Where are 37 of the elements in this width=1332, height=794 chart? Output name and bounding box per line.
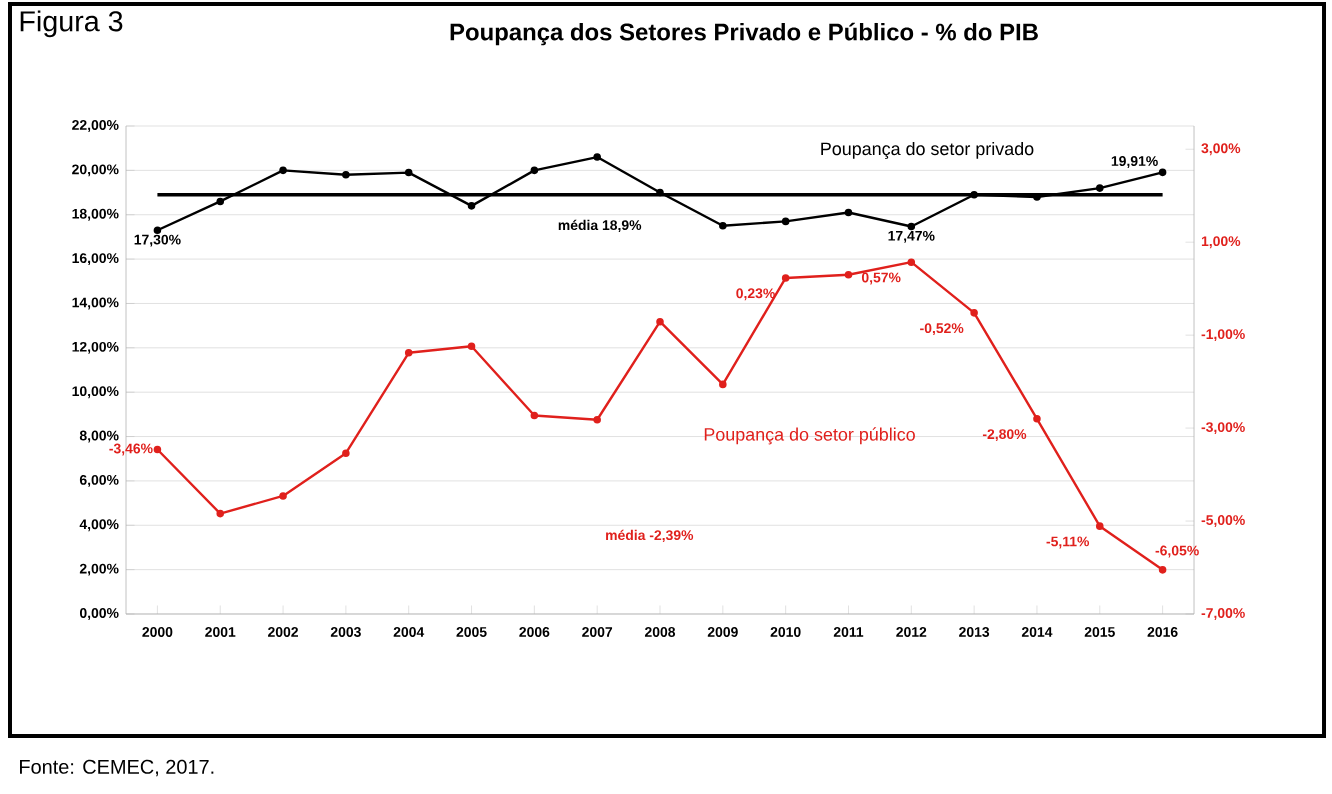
point: [593, 415, 601, 424]
point: [656, 188, 664, 197]
point: [1158, 566, 1167, 574]
point: [467, 202, 476, 210]
point: [153, 445, 162, 454]
point: [1095, 184, 1104, 192]
point: [404, 168, 413, 177]
source-note: Fonte: CEMEC, 2017.: [20, 759, 214, 777]
point: [1158, 168, 1167, 177]
point: [844, 208, 853, 217]
point: [404, 349, 413, 357]
text: Poupança do setor público: [704, 427, 915, 445]
point: [719, 222, 727, 230]
point: [1095, 522, 1104, 530]
point: [342, 449, 350, 457]
point: [844, 270, 853, 279]
point: [781, 217, 790, 226]
point: [279, 492, 287, 500]
point: [279, 166, 287, 175]
point: [530, 411, 539, 420]
point: [970, 190, 978, 199]
point: [719, 380, 727, 389]
point: [656, 317, 664, 326]
point: [216, 509, 225, 518]
point: [1033, 415, 1041, 423]
point: [907, 258, 916, 266]
point: [781, 274, 790, 282]
point: [216, 197, 225, 206]
chart-title: Poupança dos Setores Privado e Público - % do PIB: [450, 22, 1038, 46]
point: [907, 222, 916, 231]
point: [593, 153, 601, 161]
point: [970, 309, 978, 317]
point: [530, 166, 539, 175]
text: Figura 3: [20, 10, 123, 38]
point: [342, 171, 350, 179]
point: [467, 342, 476, 351]
series-label: Poupança do setor privado: [821, 142, 1034, 159]
